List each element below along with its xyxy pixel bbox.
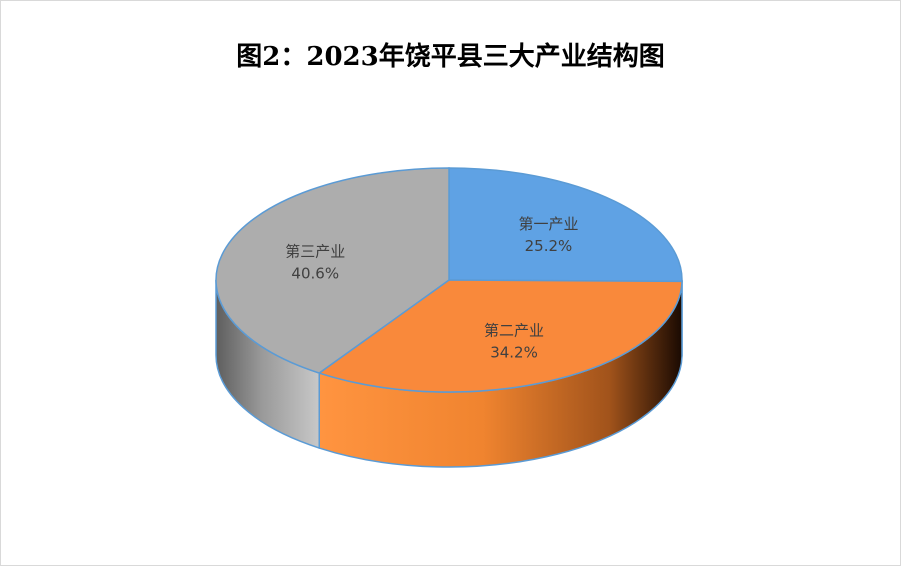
- pie-slice-1: [448, 167, 683, 283]
- slice-name-label: 第二产业: [484, 321, 544, 339]
- slice-value-label: 34.2%: [490, 343, 538, 361]
- slice-name-label: 第三产业: [285, 242, 345, 260]
- chart-title: 图2：2023年饶平县三大产业结构图: [236, 42, 665, 72]
- pie-slice-2: [317, 279, 683, 393]
- slice-name-label: 第一产业: [518, 215, 578, 233]
- slice-value-label: 25.2%: [525, 237, 573, 255]
- slice-value-label: 40.6%: [291, 264, 339, 282]
- pie-slice-3: [215, 167, 450, 374]
